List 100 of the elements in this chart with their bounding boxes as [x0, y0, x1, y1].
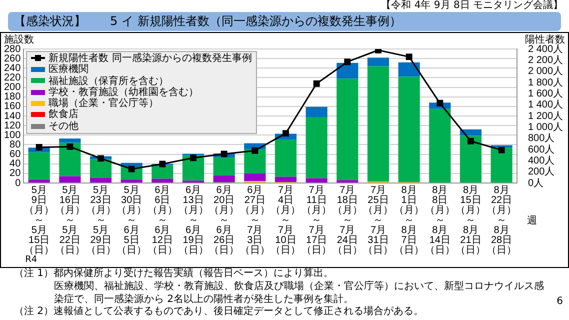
- legend-label: 飲食店: [48, 109, 80, 121]
- y-tick-label: 240: [4, 62, 22, 74]
- legend-label: 福祉施設（保育所を含む）: [48, 76, 169, 87]
- bar: [152, 178, 174, 182]
- legend-label: 職場（企業・官公庁等）: [48, 98, 160, 110]
- y-tick-label: 180: [4, 92, 22, 103]
- text: （注 1）都内保健所より受けた報告実績（報告日ベース）により算出。: [14, 268, 335, 280]
- bar: [336, 62, 358, 79]
- point: [313, 80, 320, 87]
- x-tick-label: 7月18日（月）～7月24日（日）: [332, 184, 362, 256]
- x-tick-label: 8月8日（月）～8月14日（日）: [424, 184, 455, 256]
- point: [282, 130, 289, 137]
- bar: [490, 148, 512, 183]
- legend-label: その他: [48, 120, 80, 132]
- bar: [460, 136, 482, 182]
- bar: [306, 106, 328, 117]
- bar: [398, 76, 420, 182]
- point: [406, 54, 412, 60]
- legend-label: 学校・教育施設（幼稚園を含む）: [48, 86, 200, 98]
- y-tick-label: 220: [4, 72, 22, 84]
- y-tick-label: 40: [10, 158, 22, 170]
- x-tick-label: 5月23日（月）～5月29日（日）: [86, 184, 116, 256]
- y2-tick-label: 1 200人: [528, 110, 564, 122]
- bar: [59, 142, 81, 176]
- chart-title: 【感染状況】 5 イ 新規陽性者数（同一感染源からの複数発生事例）: [8, 12, 561, 31]
- point: [159, 160, 166, 168]
- bar: [398, 62, 420, 77]
- y-tick-label: 100: [4, 130, 22, 141]
- y2-tick-label: 200人: [528, 166, 555, 178]
- bar: [274, 140, 297, 177]
- point: [66, 143, 74, 150]
- text: R4: [25, 255, 38, 265]
- y2-tick-label: 1 800人: [528, 77, 564, 88]
- x-tick-label: 6月6日（月）～6月12日（日）: [147, 184, 178, 256]
- bar: [306, 178, 328, 183]
- x-axis-title: 週: [526, 216, 537, 227]
- legend-label: 医療機関: [48, 64, 90, 76]
- x-tick-label: 8月15日（月）～8月21日（日）: [456, 184, 486, 256]
- bar: [59, 176, 81, 182]
- y-tick-label: 20: [10, 168, 22, 180]
- y2-tick-label: 0人: [528, 178, 544, 189]
- bar: [28, 152, 50, 180]
- text: 6: [556, 296, 563, 307]
- point: [220, 150, 228, 158]
- bar: [367, 66, 390, 182]
- bar: [213, 175, 235, 182]
- point: [190, 154, 196, 162]
- bar: [90, 159, 112, 178]
- x-tick-label: 7月25日（月）～7月31日（日）: [363, 184, 394, 256]
- point: [98, 155, 104, 162]
- point: [36, 144, 42, 150]
- point: [252, 147, 258, 154]
- text: （注 2）速報値として公表するものであり、後日確定データとして修正される場合がある。: [14, 306, 425, 320]
- y-tick-label: 0: [15, 178, 22, 189]
- y-tick-label: 60: [10, 149, 22, 160]
- x-tick-label: 6月20日（月）～6月26日（日）: [209, 184, 240, 256]
- y-tick-label: 80: [10, 139, 22, 150]
- y2-tick-label: 800人: [528, 133, 555, 144]
- y-tick-label: 200: [4, 82, 22, 94]
- bar: [59, 138, 81, 143]
- y2-tick-label: 1 600人: [528, 88, 564, 100]
- y2-tick-label: 1 400人: [528, 100, 564, 111]
- x-tick-label: 5月9日（月）～5月15日（日）: [24, 184, 54, 256]
- bar: [213, 158, 235, 176]
- y2-tick-label: 2 000人: [528, 66, 564, 78]
- x-tick-label: 5月30日（月）～6月5日（日）: [116, 184, 147, 256]
- y-tick-label: 260: [4, 53, 22, 64]
- bar: [152, 165, 174, 179]
- text: 医療機関、福祉施設、学校・教育施設、飲食店及び職場（企業・官公庁等）において、新型コロナウイルス感染症で、同一感染源から 2名以上の陽性者が発生した事例を集計。: [53, 280, 545, 306]
- bar: [429, 108, 451, 182]
- x-tick-label: 8月22日（月）～8月28日（日）: [486, 184, 517, 256]
- y2-tick-label: 2 200人: [528, 54, 564, 66]
- y-tick-label: 140: [4, 110, 22, 122]
- bar: [244, 149, 266, 174]
- point: [436, 100, 444, 106]
- y2-tick-label: 1 000人: [528, 122, 564, 133]
- point: [468, 138, 474, 144]
- y2-tick-label: 2 400人: [528, 44, 564, 55]
- bar: [28, 180, 50, 182]
- bar: [336, 78, 358, 180]
- x-tick-label: 7月11日（月）～7月17日（日）: [302, 184, 332, 256]
- bar: [306, 116, 328, 178]
- x-tick-label: 7月4日（月）～7月10日（日）: [270, 184, 301, 256]
- x-tick-label: 6月13日（月）～6月19日（日）: [178, 184, 208, 256]
- y-axis-title: 施設数: [4, 34, 34, 46]
- y-tick-label: 160: [4, 101, 22, 112]
- y2-axis-title: 陽性者数: [525, 34, 565, 46]
- bar: [244, 173, 266, 182]
- legend-label: 新規陽性者数 同一感染源からの複数発生事例: [48, 53, 252, 64]
- point: [128, 166, 135, 172]
- y-tick-label: 120: [4, 120, 22, 132]
- point: [344, 58, 351, 66]
- bar: [274, 176, 297, 182]
- x-tick-label: 5月16日（月）～5月22日（日）: [54, 184, 85, 256]
- x-tick-label: 6月27日（月）～7月3日（日）: [240, 184, 270, 256]
- point: [498, 146, 505, 154]
- x-tick-label: 8月1日（月）～8月7日（日）: [394, 184, 424, 256]
- y2-tick-label: 600人: [528, 144, 555, 156]
- y2-tick-label: 400人: [528, 155, 555, 166]
- y-tick-label: 280: [4, 44, 22, 55]
